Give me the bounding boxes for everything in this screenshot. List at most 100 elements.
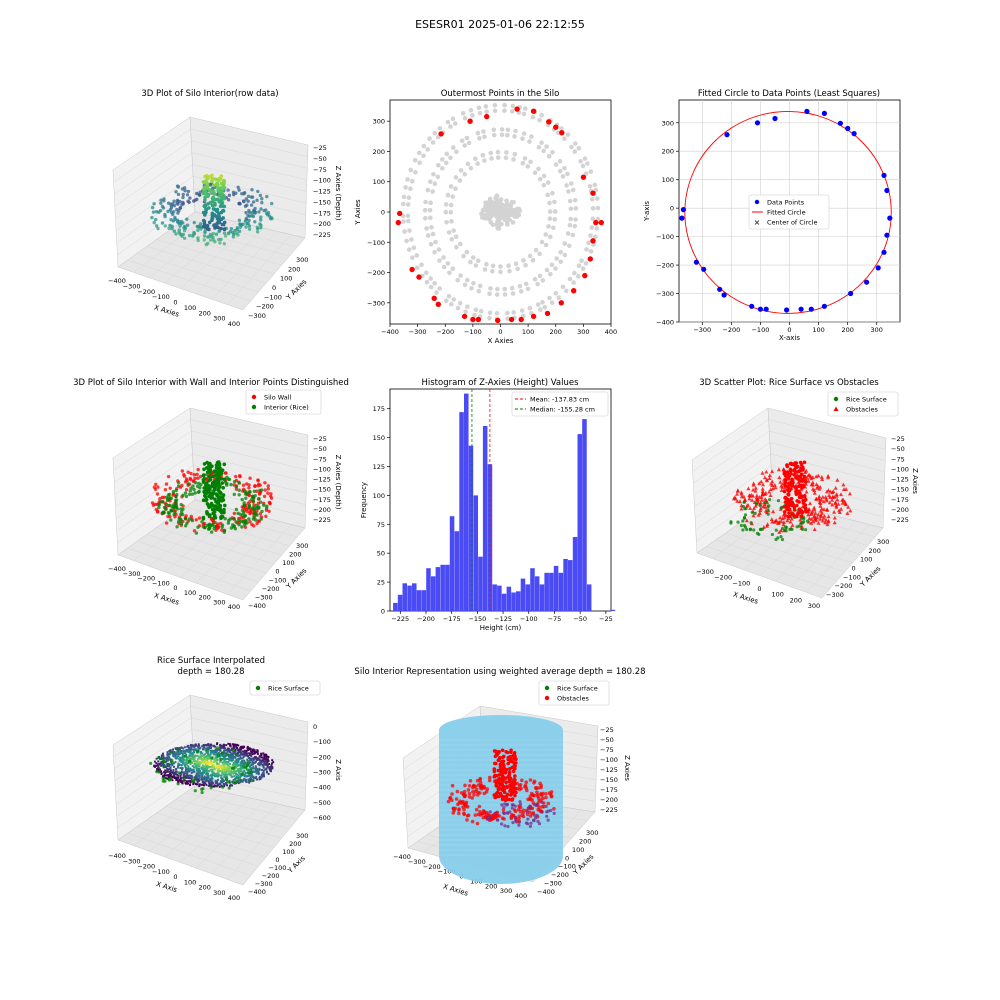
p7-rice-point [238, 778, 242, 782]
p3-point [875, 265, 881, 271]
p8-obstacle-point [457, 807, 461, 811]
p2-point-gray [520, 161, 526, 166]
tick-label: −225 [313, 231, 331, 239]
p7-surface-cell [201, 767, 204, 770]
p8-rice-point [506, 824, 510, 829]
p6-obstacle-point [772, 519, 777, 524]
p6-obstacle-point [826, 514, 831, 519]
p6-obstacle-point [840, 500, 845, 505]
p2-point-gray [569, 181, 574, 186]
tick-label: −100 [269, 576, 287, 584]
p7-surface-cell [248, 747, 251, 750]
p1-point [207, 220, 212, 225]
p4-interior-point [222, 477, 227, 482]
p7-surface-cell [256, 769, 258, 772]
p2-point-gray [523, 281, 529, 287]
p2-point-gray [562, 241, 568, 246]
p7-surface-cell [235, 775, 238, 778]
tick-label: −300 [409, 328, 427, 336]
p2-point-gray [428, 200, 433, 205]
p1-point [198, 190, 202, 194]
x-axis-label: X Axis [155, 880, 178, 894]
p4-interior-point [196, 525, 200, 529]
p7-surface-cell [168, 765, 171, 767]
p7-surface-cell [180, 746, 183, 749]
p7-rice-point [166, 762, 171, 767]
p7-surface-cell [163, 774, 166, 777]
p4-interior-point [188, 489, 192, 493]
p1-point [195, 191, 199, 196]
p1-point [159, 198, 163, 202]
p6-rice-point [768, 498, 772, 502]
tick-label: −100 [891, 465, 909, 473]
p7-surface-cell [225, 772, 227, 775]
p7-surface-cell [212, 745, 215, 748]
p7-surface-cell [215, 755, 218, 758]
p8-rice-point [528, 824, 533, 829]
p2-point-gray [424, 279, 430, 285]
p2-point-gray [443, 209, 449, 215]
p7-surface-cell [250, 759, 253, 762]
p8-obstacle-point [465, 814, 470, 818]
p2-point-gray [476, 288, 482, 294]
p8-obstacle-point [478, 778, 482, 782]
p4-wall-point [182, 473, 186, 477]
p2-point-gray [431, 172, 436, 177]
p2-point-gray [460, 111, 466, 116]
tick-label: −200 [891, 506, 909, 514]
p7-surface-cell [160, 764, 163, 767]
p7-surface-cell [198, 783, 201, 786]
x-axis-label: X Axies [732, 590, 759, 605]
p2-point-gray [407, 228, 412, 233]
tick-label: −100 [313, 177, 331, 185]
p7-surface-cell [257, 771, 260, 773]
p1-point [203, 180, 208, 185]
p8-plot: −400−300−200−1000100200300400−400−300−20… [393, 680, 631, 900]
p7-surface-cell [190, 755, 193, 758]
p7-surface-cell [241, 757, 244, 760]
tick-label: 300 [808, 602, 820, 610]
gridline [115, 453, 307, 507]
p2-point-gray [457, 178, 463, 183]
p7-rice-point [219, 757, 223, 762]
p5-bar [416, 590, 422, 611]
p2-point-gray [567, 222, 573, 228]
p7-surface-cell [166, 753, 169, 756]
p7-surface-cell [254, 767, 257, 770]
tick-label: −100 [313, 738, 331, 746]
p7-surface-cell [216, 775, 219, 778]
p7-surface-cell [170, 770, 173, 772]
p2-point-gray [504, 221, 510, 227]
p7-surface-cell [174, 755, 177, 758]
p6-obstacle-point [818, 503, 823, 508]
p7-surface-cell [265, 768, 268, 771]
p2-point-gray [429, 225, 434, 230]
p7-surface-cell [235, 745, 238, 748]
p7-surface-cell [221, 771, 224, 774]
p7-surface-cell [249, 759, 252, 761]
p2-point-gray [428, 241, 434, 247]
p8-obstacle-point [524, 786, 529, 790]
p7-surface-cell [185, 750, 188, 753]
p7-surface-cell [197, 743, 200, 746]
p2-point-gray [562, 165, 567, 171]
p7-surface-cell [237, 774, 240, 777]
p5-bar [445, 564, 450, 612]
p8-obstacle-point [467, 795, 472, 799]
p3-point [848, 290, 854, 297]
p2-point-gray [494, 311, 500, 316]
p4-wall-point [189, 514, 193, 519]
p7-surface-cell [167, 755, 170, 758]
p1-point [267, 214, 271, 218]
tick-label: 100 [771, 591, 783, 599]
p2-point-gray [499, 132, 505, 138]
p2-point-gray [583, 171, 589, 176]
p7-rice-point [224, 777, 228, 782]
p8-rice-point [535, 813, 539, 817]
p2-point-red [467, 118, 473, 124]
p7-surface-cell [179, 756, 181, 759]
p4-interior-point [262, 503, 266, 507]
tick-label: 75 [377, 521, 385, 529]
p2-point-gray [450, 116, 456, 121]
p7-surface-cell [221, 764, 223, 767]
